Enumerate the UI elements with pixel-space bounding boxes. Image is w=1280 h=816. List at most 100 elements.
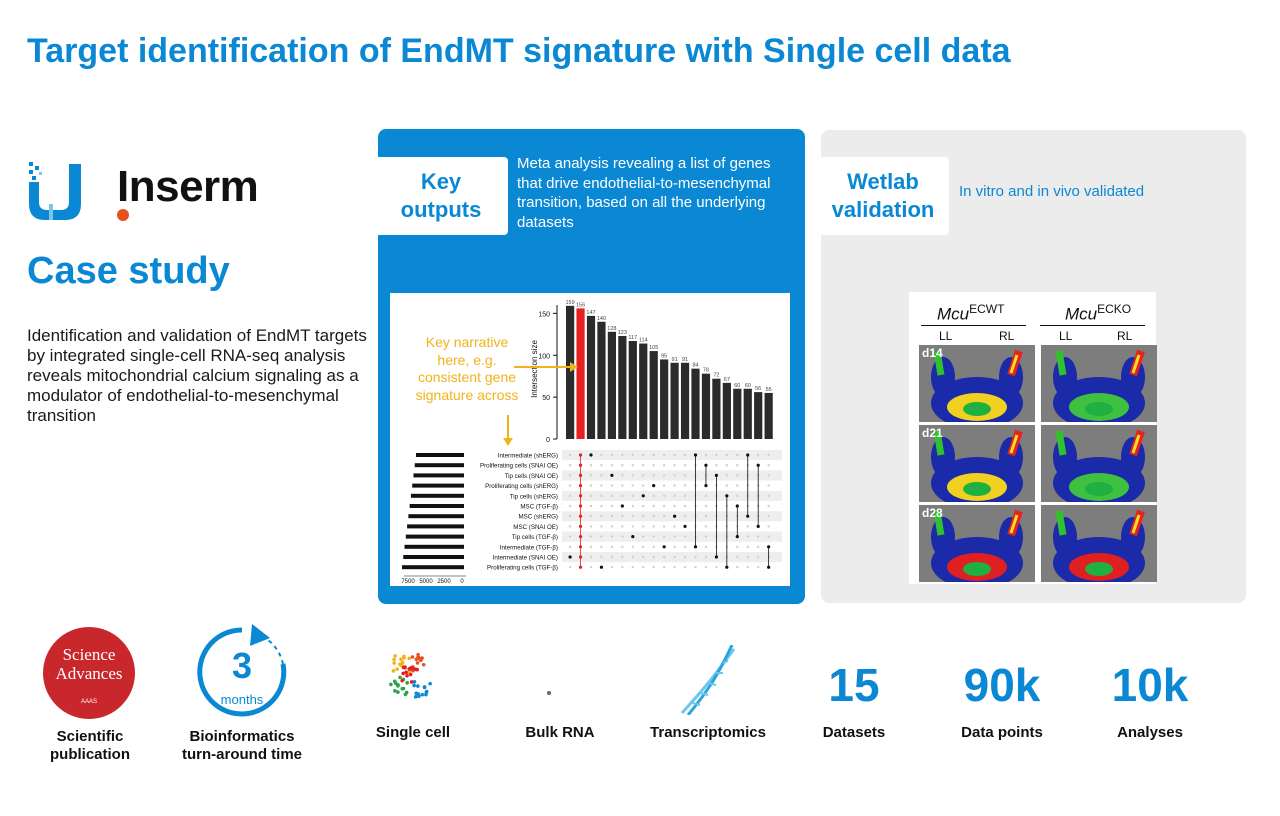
matrix-dot: [631, 484, 634, 487]
bar-3: [597, 321, 606, 439]
matrix-dot: [631, 494, 634, 497]
matrix-dot: [610, 566, 614, 569]
data-points-value: 90k: [963, 659, 1041, 711]
matrix-dot: [736, 555, 739, 559]
cluster-dot: [392, 661, 396, 665]
cluster-dot: [401, 671, 405, 676]
matrix-dot: [736, 464, 739, 467]
matrix-active-dot: [746, 514, 750, 518]
bar-12: [691, 368, 700, 439]
matrix-dot: [767, 515, 770, 518]
matrix-dot: [652, 535, 655, 538]
matrix-dot: [746, 535, 749, 538]
matrix-dot: [589, 566, 593, 569]
bar-label-6: 117: [628, 335, 637, 341]
matrix-dot: [704, 453, 708, 457]
matrix-dot: [757, 545, 760, 548]
matrix-dot: [610, 464, 614, 467]
matrix-dot: [610, 494, 614, 497]
bar-label-13: 78: [703, 368, 709, 374]
matrix-dot: [631, 555, 634, 559]
matrix-active-dot: [683, 524, 687, 528]
matrix-dot: [642, 525, 645, 528]
matrix-dot: [673, 566, 676, 569]
matrix-dot: [631, 525, 634, 528]
set-label-11: Proliferating cells (TGF-β): [487, 565, 558, 572]
matrix-dot: [621, 515, 624, 518]
matrix-dot: [631, 545, 634, 548]
bar-13: [701, 373, 711, 439]
matrix-stripe: [562, 511, 782, 522]
bar-16: [733, 388, 742, 439]
matrix-dot: [568, 515, 572, 518]
wetlab-tag-line2: validation: [831, 197, 935, 222]
set-label-6: MSC (shERG): [518, 514, 558, 521]
bar-label-12: 84: [692, 363, 698, 369]
matrix-dot: [621, 525, 624, 528]
matrix-active-dot: [714, 473, 718, 477]
bar-label-2: 147: [586, 310, 595, 316]
matrix-dot: [662, 494, 666, 497]
matrix-active-dot: [578, 545, 583, 549]
matrix-dot: [673, 555, 676, 559]
matrix-dot: [652, 494, 655, 497]
matrix-dot: [704, 515, 708, 518]
set-size-tick-3: 0: [460, 579, 464, 585]
matrix-dot: [642, 474, 645, 477]
inserm-wordmark: Inserm: [117, 162, 259, 211]
single-cell-label: Single cell: [375, 724, 451, 741]
cluster-dot: [410, 655, 415, 659]
matrix-dot: [610, 484, 614, 487]
cluster-dot: [393, 654, 397, 658]
bar-label-7: 114: [639, 338, 648, 344]
cluster-dot: [396, 690, 400, 694]
matrix-dot: [589, 515, 593, 518]
matrix-dot: [673, 453, 676, 457]
matrix-active-dot: [578, 504, 583, 508]
sa-logo-line2: Advances: [55, 664, 123, 683]
matrix-active-dot: [725, 494, 729, 498]
bar-label-1: 156: [576, 302, 585, 308]
y-tick-label: 50: [542, 395, 550, 402]
matrix-dot: [568, 504, 572, 508]
matrix-active-dot: [725, 565, 729, 569]
cluster-dot: [415, 661, 420, 665]
bar-10: [670, 362, 679, 439]
matrix-dot: [662, 566, 666, 569]
key-outputs-tag: Key outputs: [374, 157, 508, 235]
matrix-dot: [621, 474, 624, 477]
matrix-dot: [736, 545, 739, 548]
cluster-dot: [392, 657, 396, 662]
page-title: Target identification of EndMT signature…: [27, 32, 1011, 70]
matrix-dot: [589, 525, 593, 528]
cluster-dot: [412, 679, 417, 684]
matrix-dot: [631, 566, 634, 569]
matrix-dot: [652, 566, 655, 569]
matrix-active-dot: [746, 453, 750, 457]
matrix-dot: [767, 453, 770, 457]
matrix-active-dot: [568, 555, 572, 559]
cluster-dot: [412, 683, 416, 688]
matrix-active-dot: [641, 494, 645, 498]
matrix-dot: [600, 464, 603, 467]
analyses-value: 10k: [1111, 659, 1189, 711]
matrix-dot: [568, 484, 572, 487]
cluster-dot: [405, 673, 409, 678]
perfusion-image-d14-ecwt: d14: [919, 345, 1035, 422]
cluster-dot: [391, 669, 396, 673]
matrix-active-dot: [631, 535, 635, 539]
y-tick-label: 100: [538, 353, 550, 360]
matrix-dot: [683, 484, 687, 487]
set-size-bar-7: [407, 524, 464, 529]
matrix-dot: [662, 555, 666, 559]
matrix-dot: [652, 453, 655, 457]
matrix-dot: [683, 566, 687, 569]
matrix-dot: [746, 555, 749, 559]
upset-plot: 0 50 100 150 Intersection size 159 156 147 140 12…: [390, 293, 790, 586]
matrix-dot: [610, 515, 614, 518]
matrix-dot: [725, 453, 729, 457]
cluster-dot: [424, 692, 428, 697]
col2-header: McuECKO: [1065, 302, 1132, 324]
matrix-active-dot: [652, 484, 656, 488]
